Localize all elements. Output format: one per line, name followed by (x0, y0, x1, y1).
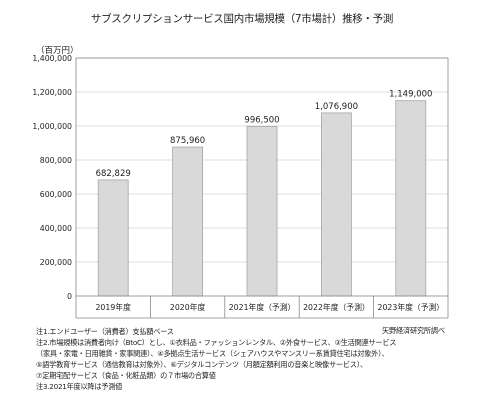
plot-frame (75, 57, 449, 319)
y-axis-unit-label: （百万円） (36, 46, 79, 56)
value-label: 875,960 (170, 136, 205, 146)
x-tick-label: 2020年度 (170, 302, 206, 312)
value-label: 682,829 (96, 169, 131, 179)
note-line: ⑦定期宅配サービス（食品・化粧品類）の７市場の合算値 (36, 371, 216, 380)
note-line: 注1.エンドユーザー（消費者）支払額ベース (36, 327, 174, 336)
plot-border (75, 57, 449, 297)
y-tick-label: 1,200,000 (32, 88, 72, 97)
value-label: 1,149,000 (389, 90, 432, 100)
bar (320, 112, 352, 297)
bar (395, 100, 427, 297)
bars (97, 100, 427, 297)
y-tick-label: 200,000 (40, 258, 72, 267)
chart-title: サブスクリプションサービス国内市場規模（7市場計）推移・予測 (90, 13, 394, 25)
note-line: 注3.2021年度以降は予測値 (36, 382, 123, 391)
x-axis-labels: 2019年度 2020年度 2021年度（予測） 2022年度（予測） 2023年度（予… (95, 302, 444, 312)
x-tick-label: 2019年度 (95, 302, 131, 312)
bar-chart: 0 200,000 400,000 600,000 800,000 1,000,000 1,… (32, 54, 449, 319)
value-labels: 682,829 875,960 996,500 1,076,900 1,149,000 (96, 90, 433, 179)
bar (246, 126, 278, 297)
bar (97, 179, 129, 297)
chart-notes: 注1.エンドユーザー（消費者）支払額ベース 注2.市場規模は消費者向け（BtoC… (36, 326, 476, 392)
y-tick-label: 600,000 (40, 190, 72, 199)
y-axis-ticks: 0 200,000 400,000 600,000 800,000 1,000,000 1,… (32, 54, 72, 301)
note-line: （家具・家電・日用雑貨・家事関連）、④多拠点生活サービス（シェアハウスやマンスリ… (36, 349, 389, 358)
note-line: ⑤語学教育サービス（通信教育は対象外）、⑥デジタルコンテンツ（月額定額利用の音楽… (36, 360, 367, 369)
x-tick-label: 2022年度（予測） (303, 302, 370, 312)
note-line: 注2.市場規模は消費者向け（BtoC）とし、①衣料品・ファッションレンタル、②外… (36, 338, 397, 347)
y-tick-label: 1,400,000 (32, 54, 72, 63)
y-tick-label: 1,000,000 (32, 122, 72, 131)
source-credit: 矢野経済研究所調べ (382, 326, 445, 335)
y-tick-label: 400,000 (40, 224, 72, 233)
bar (172, 146, 204, 297)
x-tick-label: 2021年度（予測） (229, 302, 296, 312)
x-tick-label: 2023年度（予測） (377, 302, 444, 312)
value-label: 996,500 (244, 116, 279, 126)
value-label: 1,076,900 (315, 102, 358, 112)
y-tick-label: 800,000 (40, 156, 72, 165)
y-tick-label: 0 (67, 292, 72, 301)
